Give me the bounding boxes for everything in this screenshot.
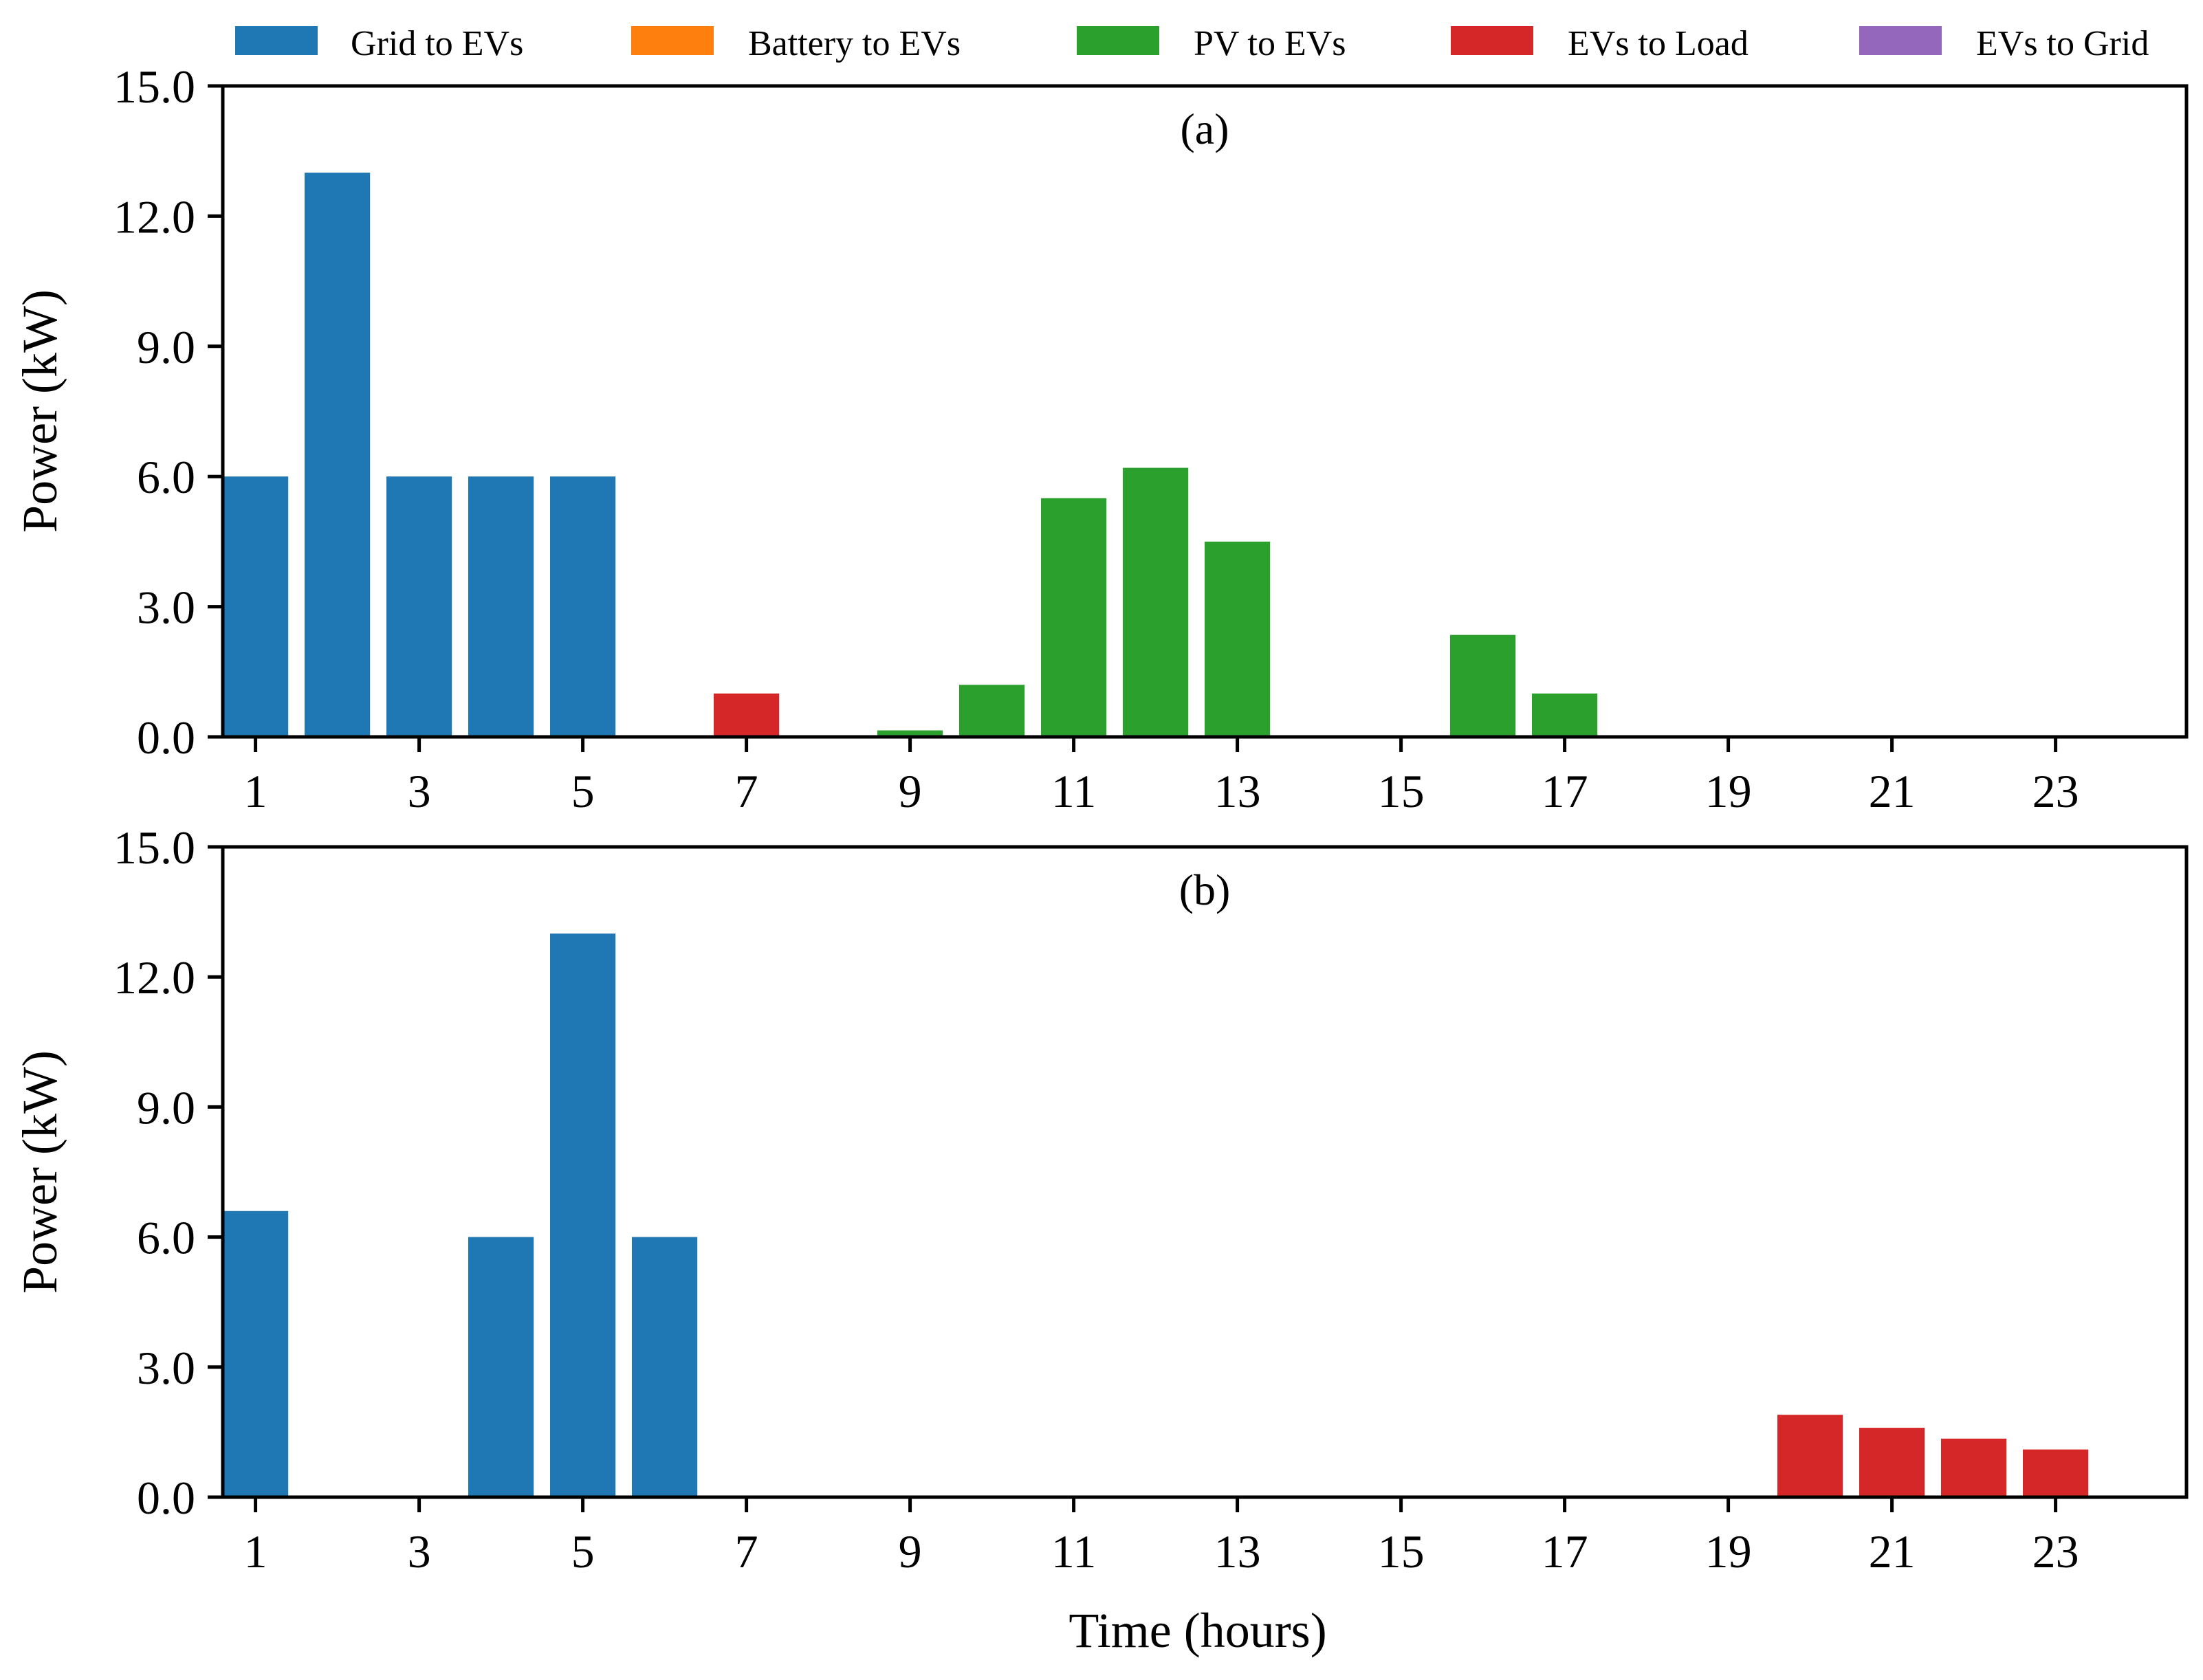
y-tick-label-b: 15.0 xyxy=(113,821,195,874)
x-tick-label-b: 11 xyxy=(1051,1525,1096,1578)
x-tick-label-a: 9 xyxy=(899,765,922,817)
x-tick-label-b: 9 xyxy=(899,1525,922,1578)
x-tick-label-a: 11 xyxy=(1051,765,1096,817)
bar-b-grid-to-evs-hour-6 xyxy=(632,1237,698,1497)
x-tick-label-b: 1 xyxy=(244,1525,267,1578)
legend-label-battery-to-evs: Battery to EVs xyxy=(748,24,961,63)
bar-a-grid-to-evs-hour-5 xyxy=(550,476,616,737)
x-tick-label-b: 15 xyxy=(1378,1525,1425,1578)
y-tick-label-b: 0.0 xyxy=(137,1472,195,1524)
legend-label-evs-to-load: EVs to Load xyxy=(1568,24,1749,63)
x-tick-label-a: 19 xyxy=(1705,765,1752,817)
x-tick-label-b: 5 xyxy=(571,1525,595,1578)
y-axis-label-a: Power (kW) xyxy=(12,289,67,533)
x-axis-label-b: Time (hours) xyxy=(1068,1603,1326,1658)
y-tick-label-a: 3.0 xyxy=(137,582,195,634)
x-tick-label-a: 1 xyxy=(244,765,267,817)
legend-label-pv-to-evs: PV to EVs xyxy=(1194,24,1346,63)
bar-a-evs-to-load-hour-7 xyxy=(714,693,780,737)
bar-b-grid-to-evs-hour-1 xyxy=(223,1211,289,1497)
x-tick-label-a: 17 xyxy=(1542,765,1588,817)
y-tick-label-b: 3.0 xyxy=(137,1342,195,1394)
bar-a-grid-to-evs-hour-1 xyxy=(223,476,289,737)
y-tick-label-b: 9.0 xyxy=(137,1081,195,1134)
legend-swatch-evs-to-grid xyxy=(1859,26,1942,55)
bar-a-pv-to-evs-hour-17 xyxy=(1532,693,1598,737)
x-tick-label-b: 19 xyxy=(1705,1525,1752,1578)
plot-frame-a xyxy=(221,84,2189,739)
bar-a-pv-to-evs-hour-10 xyxy=(959,685,1025,737)
legend-label-grid-to-evs: Grid to EVs xyxy=(351,24,523,63)
y-tick-label-a: 15.0 xyxy=(113,60,195,113)
bar-b-evs-to-load-hour-22 xyxy=(1941,1438,2007,1497)
panel-title-a: (a) xyxy=(1180,104,1229,153)
bar-a-grid-to-evs-hour-4 xyxy=(468,476,534,737)
x-tick-label-b: 17 xyxy=(1542,1525,1588,1578)
bar-b-grid-to-evs-hour-4 xyxy=(468,1237,534,1497)
legend-swatch-pv-to-evs xyxy=(1077,26,1159,55)
bar-a-pv-to-evs-hour-12 xyxy=(1123,467,1189,737)
bar-a-grid-to-evs-hour-3 xyxy=(386,476,452,737)
bar-b-evs-to-load-hour-21 xyxy=(1859,1428,1925,1497)
bar-a-grid-to-evs-hour-2 xyxy=(305,173,371,737)
y-tick-label-a: 0.0 xyxy=(137,711,195,764)
x-tick-label-b: 3 xyxy=(408,1525,431,1578)
legend-swatch-battery-to-evs xyxy=(631,26,714,55)
x-tick-label-b: 21 xyxy=(1869,1525,1916,1578)
y-tick-label-b: 6.0 xyxy=(137,1212,195,1264)
legend-swatch-grid-to-evs xyxy=(235,26,318,55)
legend-swatch-evs-to-load xyxy=(1451,26,1533,55)
bar-a-pv-to-evs-hour-9 xyxy=(877,730,943,737)
legend: Grid to EVs Battery to EVs PV to EVs EVs to… xyxy=(235,24,2149,63)
y-axis-label-b: Power (kW) xyxy=(12,1050,67,1294)
y-tick-label-a: 9.0 xyxy=(137,321,195,373)
x-tick-label-a: 7 xyxy=(735,765,758,817)
y-tick-label-a: 12.0 xyxy=(113,190,195,243)
bar-a-pv-to-evs-hour-13 xyxy=(1205,541,1271,737)
x-tick-label-b: 7 xyxy=(735,1525,758,1578)
y-tick-label-a: 6.0 xyxy=(137,451,195,503)
x-tick-label-b: 23 xyxy=(2032,1525,2079,1578)
bar-b-evs-to-load-hour-20 xyxy=(1777,1415,1843,1497)
x-tick-label-a: 23 xyxy=(2032,765,2079,817)
plot-frame-b xyxy=(221,845,2189,1499)
x-tick-label-a: 13 xyxy=(1214,765,1261,817)
y-tick-label-b: 12.0 xyxy=(113,951,195,1004)
legend-label-evs-to-grid: EVs to Grid xyxy=(1976,24,2149,63)
panel-b-chart: 0.03.06.09.012.015.01 3 5 7 9 11 13 15 17 19 21 23(… xyxy=(12,821,2189,1658)
x-tick-label-a: 21 xyxy=(1869,765,1916,817)
bar-a-pv-to-evs-hour-11 xyxy=(1041,498,1107,737)
x-tick-label-b: 13 xyxy=(1214,1525,1261,1578)
panel-a-chart: 0.03.06.09.012.015.01 3 5 7 9 11 13 15 17 19 21 23(… xyxy=(12,60,2189,817)
x-tick-label-a: 5 xyxy=(571,765,595,817)
panel-title-b: (b) xyxy=(1179,865,1231,914)
x-tick-label-a: 15 xyxy=(1378,765,1425,817)
bar-b-grid-to-evs-hour-5 xyxy=(550,933,616,1497)
x-tick-label-a: 3 xyxy=(408,765,431,817)
bar-a-pv-to-evs-hour-16 xyxy=(1450,634,1516,737)
bar-b-evs-to-load-hour-23 xyxy=(2023,1449,2089,1497)
